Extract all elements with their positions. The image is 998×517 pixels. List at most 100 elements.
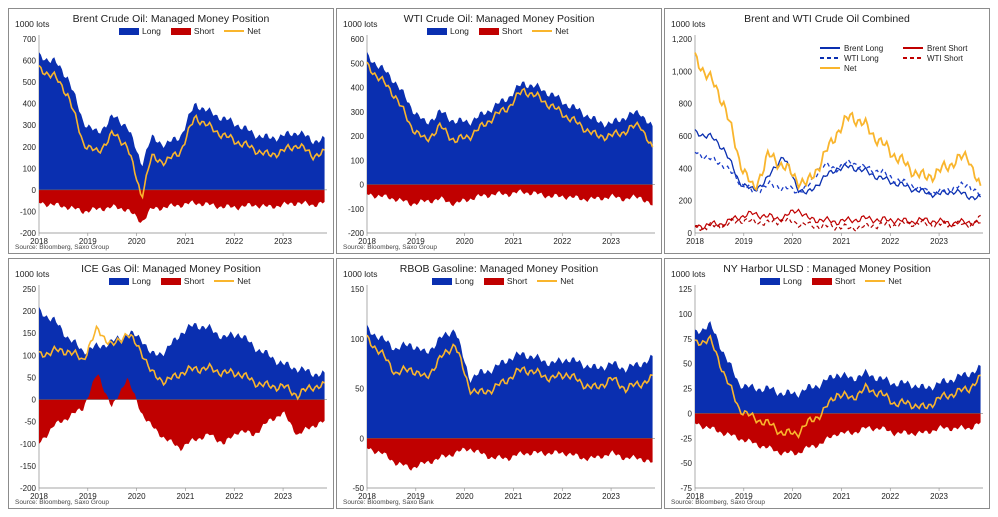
long-area	[39, 306, 325, 400]
net-line	[366, 334, 653, 396]
y-tick-label: 50	[27, 373, 36, 382]
y-tick-label: 600	[679, 132, 693, 141]
unit-label: 1000 lots	[671, 19, 706, 29]
y-tick-label: 100	[23, 351, 37, 360]
x-tick-label: 2020	[456, 492, 474, 501]
x-tick-label: 2018	[686, 237, 704, 246]
x-tick-label: 2020	[784, 492, 802, 501]
source-note: Source: Bloomberg, Saxo Group	[343, 244, 437, 251]
legend-short: Short	[170, 26, 214, 36]
y-tick-label: 1,200	[672, 35, 693, 44]
x-tick-label: 2022	[553, 492, 571, 501]
source-note: Source: Bloomberg, Saxo Group	[15, 244, 109, 251]
net-line	[694, 52, 982, 192]
x-tick-label: 2020	[456, 237, 474, 246]
y-tick-label: 0	[360, 181, 365, 190]
y-tick-label: -50	[352, 484, 364, 493]
legend: Long Short Net	[427, 26, 568, 36]
unit-label: 1000 lots	[671, 269, 706, 279]
wti-chart-panel: 600 500 400 300 200 100 0 -100 -200 2018 2019 2020 2…	[336, 8, 662, 254]
y-tick-label: 50	[683, 360, 692, 369]
legend-net: Net	[537, 276, 573, 286]
y-tick-label: -100	[20, 207, 37, 216]
x-tick-label: 2018	[358, 237, 376, 246]
y-tick-label: -50	[24, 418, 36, 427]
short-area	[367, 184, 653, 207]
legend-wti-long: WTI Long	[820, 53, 883, 63]
x-tick-label: 2022	[553, 237, 571, 246]
x-tick-label: 2019	[735, 237, 753, 246]
legend-net: Net	[532, 26, 568, 36]
brent-short-line	[694, 208, 981, 231]
y-tick-label: 500	[23, 78, 37, 87]
y-tick-label: -50	[680, 459, 692, 468]
legend-net: Net	[224, 26, 260, 36]
short-area	[39, 189, 325, 223]
y-tick-label: 100	[679, 310, 693, 319]
x-tick-label: 2022	[225, 492, 243, 501]
legend-long: Long	[109, 276, 151, 286]
wti-short-line	[694, 214, 981, 233]
x-tick-label: 2023	[274, 492, 292, 501]
y-tick-label: 600	[23, 57, 37, 66]
y-tick-label: 0	[360, 434, 365, 443]
x-tick-label: 2021	[505, 492, 523, 501]
x-tick-label: 2021	[505, 237, 523, 246]
legend-short: Short	[478, 26, 522, 36]
x-tick-label: 2019	[407, 237, 425, 246]
x-tick-label: 2019	[735, 492, 753, 501]
y-tick-label: -100	[348, 205, 365, 214]
y-tick-label: -25	[680, 434, 692, 443]
legend-brent-long: Brent Long	[820, 43, 883, 53]
short-area	[695, 413, 981, 456]
chart-title: Brent and WTI Crude Oil Combined	[744, 13, 910, 25]
y-tick-label: 400	[351, 84, 365, 93]
long-area	[367, 324, 653, 439]
short-area	[367, 438, 653, 471]
legend-brent-short: Brent Short	[903, 43, 967, 53]
y-tick-label: 250	[23, 285, 37, 294]
combined-legend-right: Brent Short WTI Short	[903, 43, 967, 63]
ulsd-chart-panel: 125 100 75 50 25 0 -25 -50 -75 2018 2019 2020 2021 20…	[664, 258, 990, 509]
x-tick-label: 2019	[79, 237, 97, 246]
y-tick-label: -75	[680, 484, 692, 493]
legend: Long Short Net	[432, 276, 573, 286]
wti-long-line	[694, 151, 981, 196]
legend: Long Short Net	[119, 26, 260, 36]
y-tick-label: 100	[23, 164, 37, 173]
brent-chart-panel: 700 600 500 400 300 200 100 0 -100 -200 2018 2019 20…	[8, 8, 334, 254]
unit-label: 1000 lots	[343, 269, 378, 279]
x-tick-label: 2020	[784, 237, 802, 246]
long-area	[367, 51, 653, 185]
y-tick-label: 500	[351, 59, 365, 68]
source-note: Source: Bloomberg, Saxo Bank	[343, 499, 434, 506]
y-tick-label: 100	[351, 335, 365, 344]
legend-net: Net	[820, 63, 883, 73]
legend-short: Short	[483, 276, 527, 286]
chart-title: ICE Gas Oil: Managed Money Position	[81, 263, 261, 275]
x-tick-label: 2021	[177, 492, 195, 501]
legend-long: Long	[432, 276, 474, 286]
long-area	[39, 52, 325, 190]
y-tick-label: -150	[20, 462, 37, 471]
y-tick-label: 400	[679, 164, 693, 173]
y-tick-label: -100	[20, 440, 37, 449]
x-tick-label: 2021	[833, 237, 851, 246]
chart-title: NY Harbor ULSD : Managed Money Position	[723, 263, 931, 275]
legend-short: Short	[160, 276, 204, 286]
net-line	[366, 61, 654, 148]
unit-label: 1000 lots	[343, 19, 378, 29]
short-area	[39, 374, 325, 452]
y-tick-label: -200	[20, 229, 37, 238]
y-tick-label: 100	[351, 156, 365, 165]
unit-label: 1000 lots	[15, 19, 50, 29]
y-tick-label: 300	[23, 121, 37, 130]
x-tick-label: 2023	[930, 492, 948, 501]
x-tick-label: 2021	[833, 492, 851, 501]
x-tick-label: 2018	[30, 492, 48, 501]
legend-long: Long	[427, 26, 469, 36]
x-tick-label: 2023	[930, 237, 948, 246]
legend-short: Short	[811, 276, 855, 286]
x-tick-label: 2020	[128, 237, 146, 246]
